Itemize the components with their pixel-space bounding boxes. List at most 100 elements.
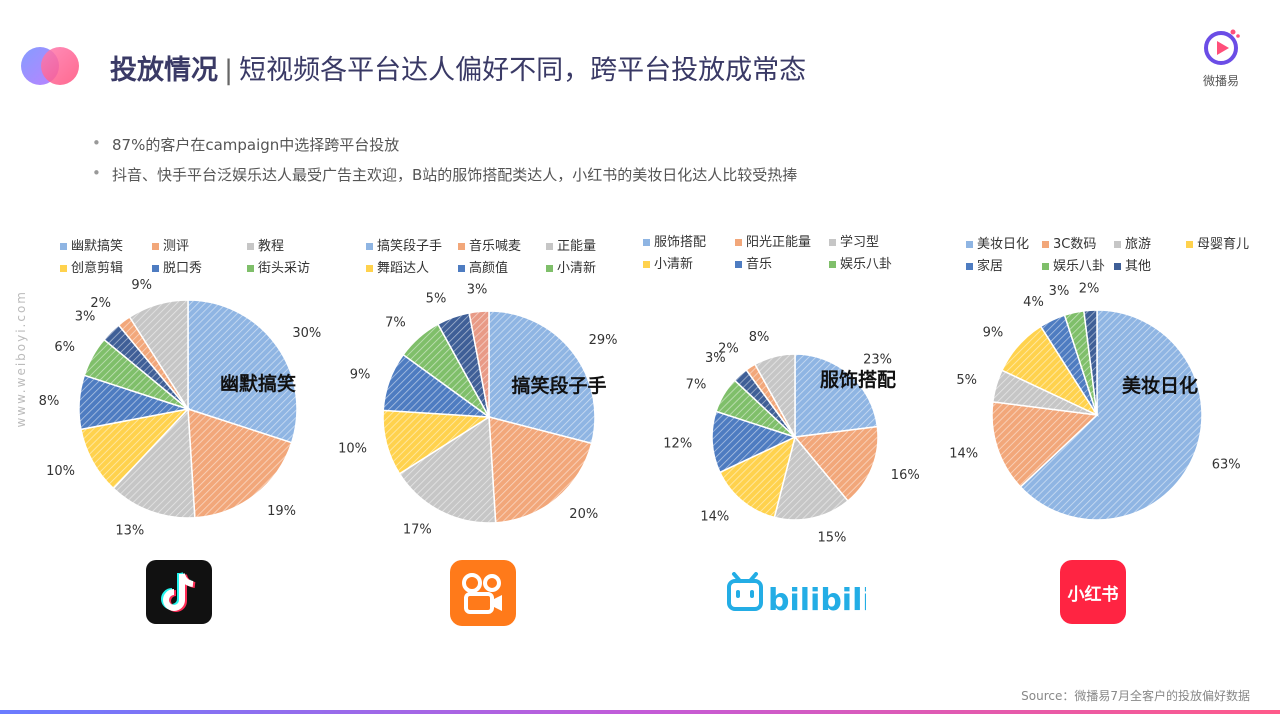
pie-slice-hatch [1064, 310, 1097, 415]
legend-swatch [643, 261, 650, 268]
pie-slice-hatch [129, 300, 188, 409]
legend-entry: 3C数码 [1053, 237, 1096, 252]
slice-label: 8% [749, 330, 770, 345]
xiaohongshu-icon: 小红书 [1060, 560, 1126, 624]
legend-entry: 小清新 [557, 260, 596, 276]
legend-swatch [458, 265, 465, 272]
legend-entry: 阳光正能量 [746, 235, 811, 250]
bullet-item: 抖音、快手平台泛娱乐达人最受广告主欢迎，B站的服饰搭配类达人，小红书的美妆日化达… [92, 164, 797, 185]
legend-swatch [1114, 241, 1121, 248]
pie-slice-hatch [437, 312, 489, 417]
pie-slice-hatch [992, 370, 1097, 415]
pie-slice-hatch [719, 437, 795, 518]
bilibili-icon: bilibili [727, 572, 873, 618]
legend-swatch [735, 261, 742, 268]
title-rest: 短视频各平台达人偏好不同，跨平台投放成常态 [239, 55, 807, 86]
legend-swatch [152, 243, 159, 250]
title-separator: | [224, 55, 234, 86]
slice-label: 16% [891, 468, 920, 483]
slice-label: 7% [385, 316, 406, 331]
legend-entry: 学习型 [840, 234, 879, 250]
legend-entry: 高颜值 [469, 260, 508, 276]
pie-slice-hatch [716, 380, 795, 437]
bilibili-wordmark: bilibili [768, 583, 866, 616]
pie-slice-hatch [188, 300, 298, 443]
pie-slice-hatch [489, 311, 595, 444]
pie-slice-hatch [746, 364, 795, 437]
legend-swatch [546, 265, 553, 272]
legend-entry: 舞蹈达人 [377, 261, 429, 276]
pie-slice-hatch [84, 339, 188, 409]
legend-swatch [1186, 241, 1193, 248]
legend-entry: 街头采访 [258, 261, 310, 276]
slice-label: 3% [75, 309, 96, 324]
slice-label: 30% [292, 326, 321, 341]
pie-slice-hatch [1001, 326, 1097, 415]
slice-label: 6% [54, 340, 75, 355]
pie-slice-hatch [795, 354, 878, 437]
pie-slice-hatch [992, 401, 1097, 487]
legend-entry: 创意剪辑 [71, 260, 123, 276]
slice-label: 10% [46, 464, 75, 479]
legend-entry: 服饰搭配 [654, 234, 706, 250]
slice-label: 12% [663, 437, 692, 452]
legend-swatch [643, 239, 650, 246]
legend-swatch [546, 243, 553, 250]
legend-entry: 美妆日化 [977, 237, 1029, 252]
legend-entry: 搞笑段子手 [377, 238, 442, 254]
bullet-item: 87%的客户在campaign中选择跨平台投放 [92, 134, 797, 155]
pie-slice-hatch [118, 316, 188, 409]
legend-swatch [60, 243, 67, 250]
slice-label: 3% [1049, 284, 1070, 299]
chart-title: 搞笑段子手 [511, 374, 606, 397]
legend-swatch [366, 243, 373, 250]
legend-swatch [152, 265, 159, 272]
xiaohongshu-logo: 小红书 [1060, 560, 1126, 628]
legend-swatch [1114, 263, 1121, 270]
slice-label: 7% [686, 378, 707, 393]
legend-entry: 教程 [258, 238, 284, 254]
slice-label: 9% [131, 278, 152, 293]
slice-label: 14% [949, 447, 978, 462]
slice-label: 20% [569, 507, 598, 522]
legend-swatch [966, 263, 973, 270]
legend-swatch [735, 239, 742, 246]
slice-label: 8% [39, 394, 60, 409]
pie-slice-hatch [1083, 310, 1097, 415]
legend-entry: 脱口秀 [163, 261, 202, 276]
slice-label: 19% [267, 504, 296, 519]
slice-label: 5% [426, 291, 447, 306]
slice-label: 10% [338, 441, 367, 456]
legend-entry: 娱乐八卦 [840, 257, 892, 272]
slice-label: 5% [956, 373, 977, 388]
legend-swatch [247, 243, 254, 250]
kuaishou-logo [450, 560, 516, 630]
slice-label: 3% [467, 283, 488, 298]
pie-slice-hatch [104, 325, 188, 409]
chart-title: 幽默搞笑 [220, 372, 296, 395]
pie-slice-hatch [188, 409, 292, 518]
slice-label: 2% [1079, 281, 1100, 296]
pie-slice-hatch [399, 417, 496, 523]
slice-label: 9% [983, 325, 1004, 340]
pie-slice-hatch [383, 410, 489, 474]
legend-entry: 正能量 [557, 239, 596, 254]
title-main: 投放情况 [110, 55, 218, 86]
bilibili-logo: bilibili [726, 572, 873, 620]
pie-slice-hatch [469, 311, 489, 417]
legend-entry: 其他 [1125, 259, 1151, 274]
pie-slice-hatch [734, 369, 795, 437]
pie-slice-hatch [403, 324, 489, 417]
slice-label: 15% [818, 531, 847, 546]
pie-slice-hatch [795, 426, 879, 501]
legend-swatch [966, 241, 973, 248]
legend-entry: 测评 [163, 239, 189, 254]
legend-entry: 幽默搞笑 [71, 238, 123, 254]
kuaishou-icon [450, 560, 516, 626]
legend-entry: 家居 [977, 258, 1003, 274]
pie-slice-hatch [755, 354, 795, 437]
